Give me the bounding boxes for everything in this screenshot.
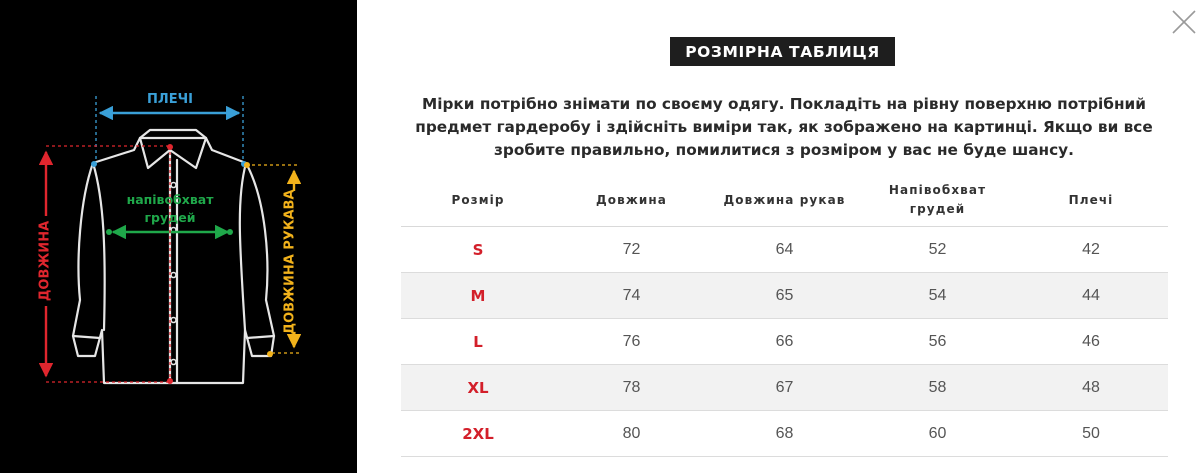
chest-cell: 60 — [861, 410, 1014, 457]
table-row: 2XL 80 68 60 50 — [401, 410, 1168, 457]
shoulders-cell: 48 — [1014, 364, 1168, 411]
size-table: Розмір Довжина Довжина рукав Напівобхват… — [401, 174, 1168, 457]
length-dimension: ДОВЖИНА — [31, 144, 173, 384]
size-cell: XL — [401, 364, 555, 411]
length-cell: 74 — [555, 272, 708, 319]
shoulders-cell: 50 — [1014, 410, 1168, 457]
sleeve-label: ДОВЖИНА РУКАВА — [283, 189, 298, 334]
chest-label-line2: грудей — [145, 210, 196, 225]
table-row: S 72 64 52 42 — [401, 226, 1168, 273]
length-cell: 78 — [555, 364, 708, 411]
table-header-row: Розмір Довжина Довжина рукав Напівобхват… — [401, 174, 1168, 227]
size-chart-title: РОЗМІРНА ТАБЛИЦЯ — [670, 37, 895, 66]
sleeve-cell: 67 — [708, 364, 861, 411]
shoulders-dimension: ПЛЕЧІ — [91, 90, 247, 167]
shirt-diagram: ПЛЕЧІ напівобхват грудей ДОВЖИНА — [31, 90, 306, 385]
chest-cell: 52 — [861, 226, 1014, 273]
length-cell: 76 — [555, 318, 708, 365]
sleeve-cell: 65 — [708, 272, 861, 319]
header-shoulders: Плечі — [1068, 192, 1114, 207]
chest-cell: 58 — [861, 364, 1014, 411]
instructions-line: Мірки потрібно знімати по своєму одягу. … — [422, 95, 1146, 113]
shoulders-cell: 46 — [1014, 318, 1168, 365]
header-size: Розмір — [451, 192, 505, 207]
table-row: L 76 66 56 46 — [401, 318, 1168, 365]
instructions-line: предмет гардеробу і здійсніть виміри так… — [415, 118, 1153, 136]
sleeve-dimension: ДОВЖИНА РУКАВА — [244, 162, 306, 357]
header-sleeve-length: Довжина рукав — [723, 192, 846, 207]
sleeve-cell: 66 — [708, 318, 861, 365]
table-row: XL 78 67 58 48 — [401, 364, 1168, 411]
shoulders-label: ПЛЕЧІ — [147, 92, 193, 107]
shirt-outline — [71, 128, 276, 385]
size-cell: 2XL — [401, 410, 555, 457]
length-cell: 72 — [555, 226, 708, 273]
header-half-chest: Напівобхват грудей — [888, 183, 987, 216]
measurement-instructions: Мірки потрібно знімати по своєму одягу. … — [400, 93, 1168, 162]
instructions-line: зробите правильно, помилитися з розміром… — [494, 141, 1074, 159]
sleeve-cell: 64 — [708, 226, 861, 273]
chest-cell: 56 — [861, 318, 1014, 365]
size-cell: L — [401, 318, 555, 365]
measurement-illustration: ПЛЕЧІ напівобхват грудей ДОВЖИНА — [0, 0, 357, 473]
length-label: ДОВЖИНА — [38, 221, 53, 301]
close-button[interactable] — [1170, 8, 1198, 36]
size-cell: S — [401, 226, 555, 273]
close-icon — [1172, 10, 1196, 34]
shoulders-cell: 44 — [1014, 272, 1168, 319]
size-cell: M — [401, 272, 555, 319]
sleeve-cell: 68 — [708, 410, 861, 457]
chest-cell: 54 — [861, 272, 1014, 319]
header-length: Довжина — [596, 192, 667, 207]
shoulders-cell: 42 — [1014, 226, 1168, 273]
table-row: M 74 65 54 44 — [401, 272, 1168, 319]
chest-label-line1: напівобхват — [127, 192, 215, 207]
length-cell: 80 — [555, 410, 708, 457]
